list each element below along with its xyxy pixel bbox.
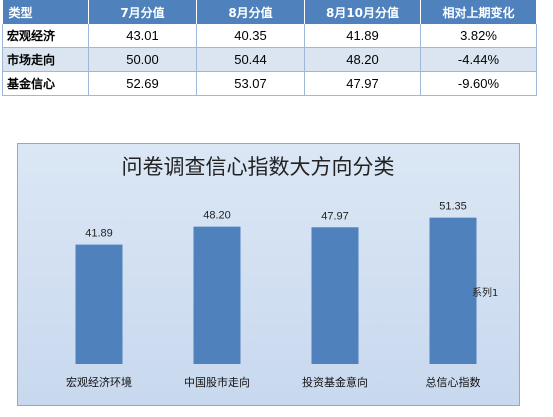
legend: 系列1 bbox=[464, 286, 498, 299]
cell-value: -9.60% bbox=[420, 71, 537, 96]
bar bbox=[429, 217, 477, 364]
cell-value: 52.69 bbox=[88, 71, 197, 96]
bar bbox=[311, 227, 359, 364]
cell-value: 50.00 bbox=[88, 47, 197, 72]
cell-value: 3.82% bbox=[420, 24, 537, 48]
header-july-score: 7月分值 bbox=[88, 0, 197, 24]
cell-value: -4.44% bbox=[420, 47, 537, 72]
bar-value-label: 48.20 bbox=[203, 210, 231, 222]
bar-value-label: 51.35 bbox=[439, 201, 467, 213]
category-label: 中国股市走向 bbox=[184, 375, 250, 389]
header-change: 相对上期变化 bbox=[420, 0, 537, 24]
row-label: 宏观经济 bbox=[2, 24, 89, 48]
cell-value: 48.20 bbox=[304, 47, 421, 72]
category-label: 投资基金意向 bbox=[302, 375, 368, 389]
bar bbox=[75, 244, 123, 364]
cell-value: 43.01 bbox=[88, 24, 197, 48]
category-label: 总信心指数 bbox=[426, 375, 481, 389]
table-row: 基金信心 52.69 53.07 47.97 -9.60% bbox=[2, 71, 537, 96]
chart-title: 问卷调查信心指数大方向分类 bbox=[122, 155, 395, 179]
table-row: 市场走向 50.00 50.44 48.20 -4.44% bbox=[2, 47, 537, 72]
table-row: 宏观经济 43.01 40.35 41.89 3.82% bbox=[2, 24, 537, 48]
cell-value: 47.97 bbox=[304, 71, 421, 96]
table-header-row: 类型 7月分值 8月分值 8月10月分值 相对上期变化 bbox=[2, 0, 537, 24]
cell-value: 53.07 bbox=[196, 71, 305, 96]
bar-chart: 问卷调查信心指数大方向分类 41.89 宏观经济环境 48.20 中国股市走向 47.9… bbox=[66, 155, 498, 389]
cell-value: 40.35 bbox=[196, 24, 305, 48]
row-label: 基金信心 bbox=[2, 71, 89, 96]
category-label: 宏观经济环境 bbox=[66, 375, 132, 389]
cell-value: 41.89 bbox=[304, 24, 421, 48]
cell-value: 50.44 bbox=[196, 47, 305, 72]
bar bbox=[193, 226, 241, 364]
header-type: 类型 bbox=[2, 0, 89, 24]
chart-area: 问卷调查信心指数大方向分类 41.89 宏观经济环境 48.20 中国股市走向 47.9… bbox=[17, 143, 520, 406]
row-label: 市场走向 bbox=[2, 47, 89, 72]
header-aug10-score: 8月10月分值 bbox=[304, 0, 421, 24]
legend-label: 系列1 bbox=[472, 286, 498, 299]
legend-swatch bbox=[464, 290, 469, 295]
bar-value-label: 41.89 bbox=[85, 228, 113, 240]
summary-table: 类型 7月分值 8月分值 8月10月分值 相对上期变化 宏观经济 43.01 4… bbox=[2, 0, 537, 96]
bar-value-label: 47.97 bbox=[321, 210, 349, 222]
header-august-score: 8月分值 bbox=[196, 0, 305, 24]
bars-layer: 41.89 宏观经济环境 48.20 中国股市走向 47.97 投资基金意向 51.35 总信… bbox=[66, 201, 481, 389]
